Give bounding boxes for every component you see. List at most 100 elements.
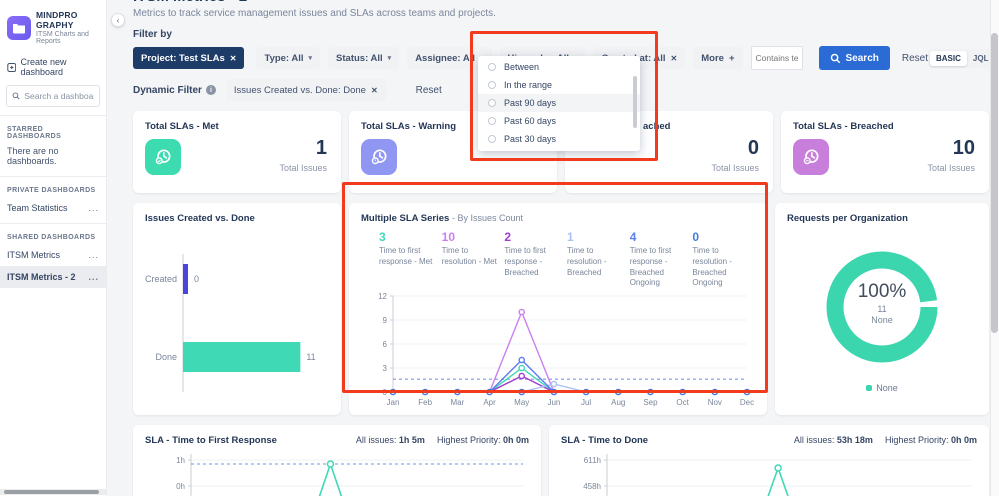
legend-item[interactable]: 1 Time to resolution - Breached [567, 230, 607, 277]
radio-icon [488, 81, 496, 89]
vertical-scrollbar-thumb[interactable] [991, 33, 998, 333]
radio-icon [488, 99, 496, 107]
svg-text:458h: 458h [583, 482, 601, 491]
issues-bar-chart: Created 0 Done 11 [145, 254, 316, 392]
item-menu-icon[interactable]: ... [88, 203, 99, 213]
info-icon: i [205, 85, 216, 95]
chart-requests-per-organization: Requests per Organization 100% 11 None N… [775, 203, 989, 415]
chevron-down-icon: ▾ [308, 55, 313, 62]
radio-icon [488, 135, 496, 143]
page-subtitle: Metrics to track service management issu… [133, 8, 496, 19]
dropdown-option-past-30-days[interactable]: Past 30 days [478, 130, 640, 148]
card-total-slas-met: Total SLAs - Met 1 Total Issues [133, 111, 341, 193]
svg-text:0h: 0h [176, 482, 185, 491]
search-icon [12, 92, 20, 100]
horizontal-scrollbar[interactable] [0, 489, 107, 495]
dropdown-option-between[interactable]: Between [478, 58, 640, 76]
legend-item[interactable]: 10 Time to resolution - Met [441, 230, 497, 266]
charts-row: Issues Created vs. Done Created 0 Done 11 M… [133, 203, 990, 415]
type-filter-chip[interactable]: Type: All ▾ [256, 47, 321, 69]
clock-warning-icon [361, 139, 397, 175]
svg-text:Mar: Mar [450, 398, 464, 407]
sidebar-item-team-statistics[interactable]: Team Statistics ... [7, 203, 99, 213]
chart-issues-created-vs-done: Issues Created vs. Done Created 0 Done 11 [133, 203, 341, 415]
svg-text:Oct: Oct [676, 398, 689, 407]
dynamic-filter-reset-link[interactable]: Reset [415, 84, 442, 96]
svg-text:Jan: Jan [387, 398, 400, 407]
legend-item[interactable]: 0 Time to resolution - Breached Ongoing [692, 230, 732, 288]
organization-donut-chart: 100% 11 None [820, 245, 944, 369]
svg-text:Nov: Nov [708, 398, 722, 407]
chart-sla-time-to-done: SLA - Time to Done All issues: 53h 18m Hi… [549, 425, 989, 496]
horizontal-scrollbar-thumb[interactable] [4, 490, 99, 494]
dropdown-scrollbar-thumb[interactable] [633, 76, 637, 128]
donut-legend: None [775, 383, 989, 393]
svg-text:1h: 1h [176, 456, 185, 465]
plus-icon: + [728, 52, 735, 64]
search-icon [830, 53, 840, 63]
card-total-slas-warning: Total SLAs - Warning [349, 111, 557, 193]
brand-name: MINDPRO GRAPHY [36, 10, 78, 30]
mode-jql-button[interactable]: JQL [972, 53, 989, 63]
legend-dot-icon [866, 385, 873, 391]
divider [0, 176, 106, 177]
sla-time-to-done-stats: All issues: 53h 18m Highest Priority: 0h … [793, 435, 977, 445]
dropdown-option-in-the-range[interactable]: In the range [478, 76, 640, 94]
card-total-slas-breached: Total SLAs - Breached 10 Total Issues [781, 111, 989, 193]
svg-text:Dec: Dec [740, 398, 754, 407]
private-dashboards-label: PRIVATE DASHBOARDS [7, 187, 96, 194]
sla-line-chart: 0 3 6 9 12 Jan Feb Mar Apr May Jun Jul Aug Sep Oct Nov D… [378, 292, 754, 407]
search-button[interactable]: Search [818, 46, 890, 70]
svg-text:6: 6 [383, 340, 388, 349]
chart-sla-time-to-first-response: SLA - Time to First Response All issues:… [133, 425, 541, 496]
create-dashboard-icon [7, 62, 17, 72]
close-icon[interactable]: ✕ [670, 53, 678, 63]
svg-text:Jul: Jul [581, 398, 591, 407]
dynamic-filter-chip[interactable]: Issues Created vs. Done: Done ✕ [225, 79, 386, 101]
contains-text-input[interactable] [750, 46, 803, 70]
filter-by-label: Filter by [133, 29, 172, 40]
status-filter-chip[interactable]: Status: All ▾ [328, 47, 400, 69]
sla-series-legend: 3 Time to first response - Met 10 Time to r… [379, 230, 755, 289]
more-filters-chip[interactable]: More + [693, 47, 743, 69]
filters-reset-link[interactable]: Reset [901, 52, 928, 64]
svg-text:Aug: Aug [611, 398, 625, 407]
sla-first-response-stats: All issues: 1h 5m Highest Priority: 0h 0m [355, 435, 529, 445]
close-icon[interactable]: ✕ [370, 85, 378, 95]
dropdown-option-past-90-days[interactable]: Past 90 days [478, 94, 640, 112]
dynamic-filter-label: Dynamic Filter i [133, 85, 216, 96]
svg-text:11: 11 [306, 352, 315, 362]
dynamic-filter-row: Dynamic Filter i Issues Created vs. Done… [133, 79, 990, 101]
shared-dashboards-label: SHARED DASHBOARDS [7, 234, 96, 241]
project-filter-chip[interactable]: Project: Test SLAs ✕ [133, 47, 245, 69]
clock-met-icon [145, 139, 181, 175]
svg-text:Feb: Feb [418, 398, 432, 407]
radio-icon [488, 63, 496, 71]
svg-text:611h: 611h [584, 456, 601, 465]
sidebar-item-itsm-metrics[interactable]: ITSM Metrics ... [7, 250, 99, 260]
vertical-scrollbar[interactable] [990, 0, 999, 496]
brand: MINDPRO GRAPHY ITSM Charts and Reports [0, 0, 106, 53]
legend-item[interactable]: 2 Time to first response - Breached [504, 230, 546, 277]
mode-basic-button[interactable]: BASIC [930, 50, 967, 66]
close-icon[interactable]: ✕ [229, 53, 237, 63]
svg-text:Sep: Sep [643, 398, 658, 407]
svg-text:Jun: Jun [547, 398, 560, 407]
sidebar-collapse-button[interactable]: ‹ [111, 13, 125, 27]
sidebar-item-itsm-metrics-2[interactable]: ITSM Metrics - 2 ... [0, 266, 106, 288]
item-menu-icon[interactable]: ... [88, 250, 99, 260]
divider [0, 223, 106, 224]
legend-item[interactable]: 4 Time to first response - Breached Ongoi… [629, 230, 672, 288]
starred-empty-text: There are no dashboards. [7, 146, 59, 166]
dropdown-option-past-60-days[interactable]: Past 60 days [478, 112, 640, 130]
brand-subtitle: ITSM Charts and Reports [36, 31, 89, 45]
bottom-charts-row: SLA - Time to First Response All issues:… [133, 425, 990, 496]
svg-text:May: May [514, 398, 529, 407]
create-dashboard-button[interactable]: Create new dashboard [0, 53, 106, 81]
item-menu-icon[interactable]: ... [88, 272, 99, 282]
brand-logo-icon [7, 15, 31, 40]
svg-text:Done: Done [155, 352, 177, 362]
legend-item[interactable]: 3 Time to first response - Met [379, 230, 433, 266]
sidebar-search-input[interactable]: Search a dashboard... [6, 85, 100, 107]
